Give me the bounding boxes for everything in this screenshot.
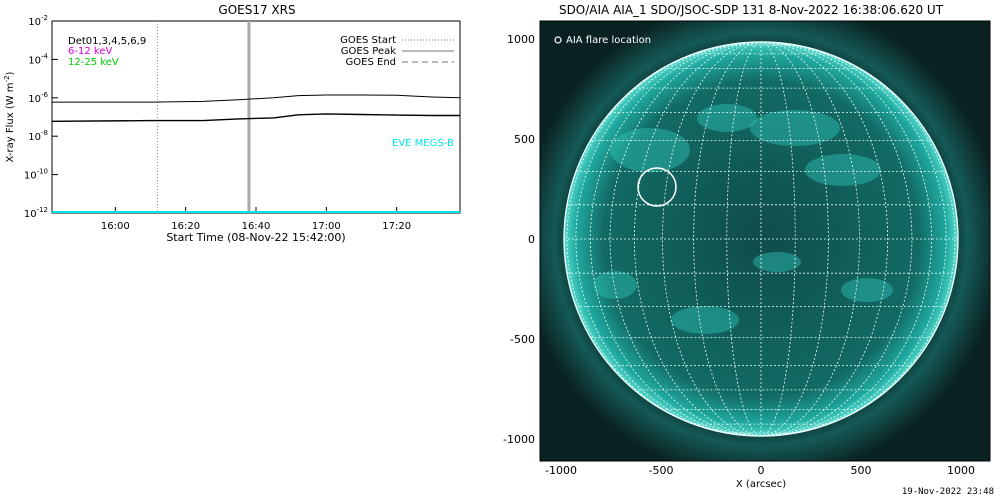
x-tick-label: 16:00 — [101, 221, 130, 232]
heliographic-grid — [564, 42, 958, 436]
longitude-line — [693, 42, 762, 436]
longitude-line — [760, 42, 956, 436]
aia-xtick: 1000 — [947, 464, 975, 477]
legend-marker-icon — [554, 36, 562, 44]
longitude-line — [760, 42, 932, 436]
aia-y-ticks: 1000 500 0 -500 -1000 — [503, 33, 535, 446]
aia-image-frame — [539, 20, 991, 462]
eve-label: EVE MEGS-B — [392, 138, 454, 149]
goes-xrs-chart: GOES17 XRS 10-12 10-10 10-8 10-6 10-4 10-2 16… — [3, 3, 461, 244]
channels-label: Det01,3,4,5,6,9 — [68, 36, 146, 47]
y-axis-ticks: 10-12 10-10 10-8 10-6 10-4 10-2 — [24, 14, 58, 220]
longitude-line — [760, 42, 888, 436]
y-tick-label: 10-8 — [28, 129, 48, 143]
x-tick-label: 17:20 — [382, 221, 411, 232]
longitude-line — [662, 42, 762, 436]
band-high-label: 12-25 keV — [68, 57, 119, 68]
active-regions — [593, 104, 893, 334]
active-region-glow — [610, 128, 690, 172]
y-axis-label: X-ray Flux (W m-2) — [3, 71, 16, 162]
legend-goes-end: GOES End — [346, 57, 396, 68]
aia-xtick: 0 — [758, 464, 765, 477]
flare-location-marker — [637, 167, 677, 207]
aia-image-panel: SDO/AIA AIA_1 SDO/JSOC-SDP 131 8-Nov-202… — [503, 3, 991, 490]
active-region-glow — [841, 278, 893, 302]
goes-chart-title: GOES17 XRS — [218, 3, 295, 17]
aia-ytick: 500 — [514, 133, 535, 146]
longitude-line — [609, 42, 762, 436]
aia-title: SDO/AIA AIA_1 SDO/JSOC-SDP 131 8-Nov-202… — [559, 3, 944, 17]
aia-legend-label: AIA flare location — [566, 35, 651, 46]
y-tick-label: 10-4 — [28, 52, 48, 66]
series-6-12-kev-line — [52, 94, 461, 103]
longitude-line — [726, 42, 762, 436]
longitude-line — [575, 42, 762, 436]
x-tick-label: 16:40 — [242, 221, 271, 232]
aia-ytick: -500 — [510, 333, 535, 346]
longitude-line — [760, 42, 947, 436]
legend-goes-peak: GOES Peak — [341, 46, 396, 57]
x-tick-label: 17:00 — [312, 221, 341, 232]
footer-timestamp: 19-Nov-2022 23:48 — [901, 487, 994, 497]
active-region-glow — [753, 252, 801, 272]
x-tick-label: 16:20 — [171, 221, 200, 232]
aia-ytick: 0 — [528, 233, 535, 246]
band-low-label: 6-12 keV — [68, 46, 112, 57]
y-tick-label: 10-2 — [28, 14, 48, 28]
longitude-line — [760, 42, 860, 436]
x-axis-label: Start Time (08-Nov-22 15:42:00) — [166, 231, 345, 244]
active-region-glow — [697, 104, 757, 132]
aia-x-axis-label: X (arcsec) — [736, 479, 786, 490]
longitude-line — [590, 42, 762, 436]
longitude-line — [634, 42, 762, 436]
aia-xtick: -500 — [649, 464, 674, 477]
y-tick-label: 10-10 — [24, 168, 48, 182]
goes-plot-frame — [51, 20, 461, 214]
longitude-line — [566, 42, 762, 436]
longitude-line — [760, 42, 796, 436]
y-tick-label: 10-12 — [24, 206, 48, 220]
y-tick-label: 10-6 — [28, 91, 48, 105]
aia-ytick: 1000 — [507, 33, 535, 46]
aia-ytick: -1000 — [503, 433, 535, 446]
longitude-line — [760, 42, 913, 436]
x-axis-ticks: 16:00 16:20 16:40 17:00 17:20 — [101, 207, 411, 232]
active-region-glow — [671, 306, 739, 334]
aia-xtick: -1000 — [545, 464, 577, 477]
active-region-glow — [593, 271, 637, 299]
longitude-line — [760, 42, 829, 436]
active-region-glow — [750, 110, 840, 146]
aia-x-ticks: -1000 -500 0 500 1000 — [545, 464, 975, 477]
active-region-glow — [805, 154, 881, 186]
legend-goes-start: GOES Start — [340, 35, 396, 46]
solar-limb — [563, 41, 959, 437]
series-12-25-kev-line — [51, 113, 460, 122]
aia-xtick: 500 — [851, 464, 872, 477]
